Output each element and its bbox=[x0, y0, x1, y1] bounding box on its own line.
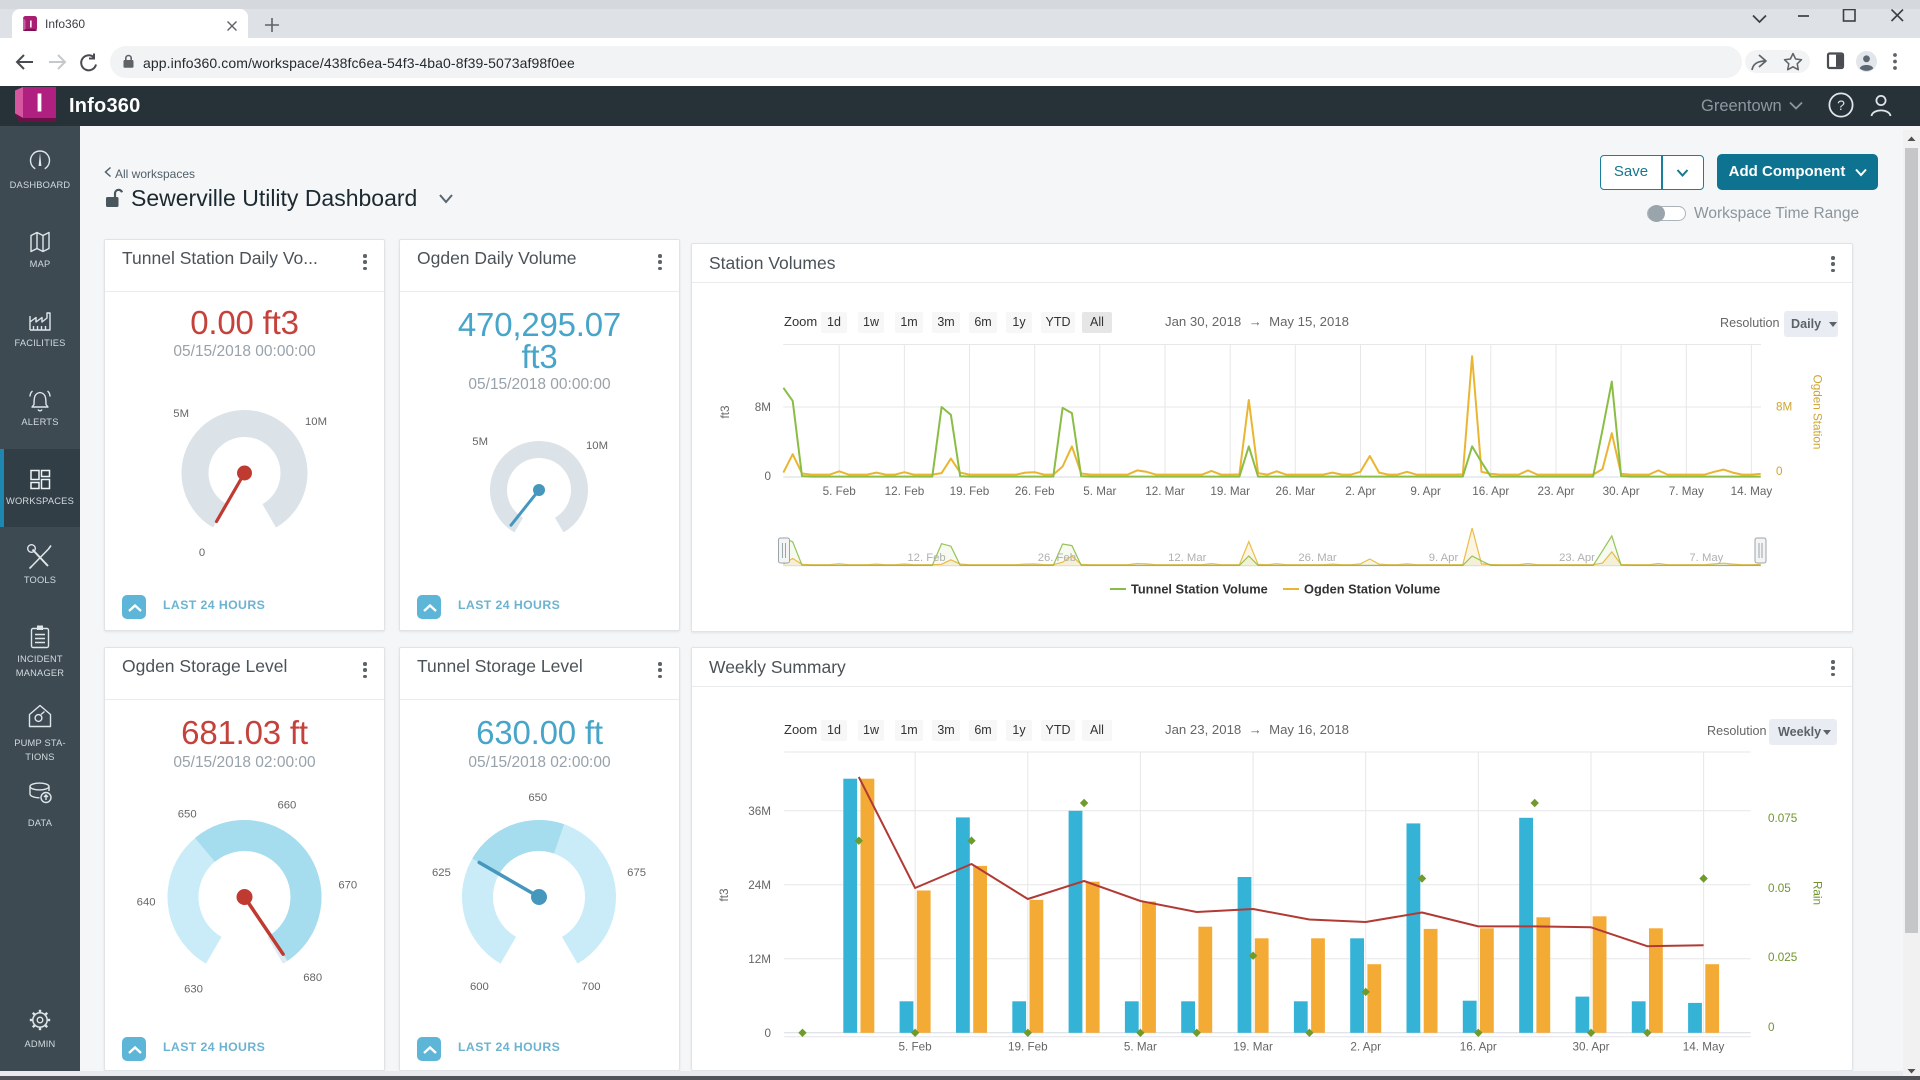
svg-text:5. Feb: 5. Feb bbox=[899, 1041, 933, 1054]
svg-text:9. Apr: 9. Apr bbox=[1429, 552, 1459, 564]
svg-text:9. Apr: 9. Apr bbox=[1410, 485, 1441, 498]
svg-text:24M: 24M bbox=[748, 879, 771, 892]
svg-text:12. Mar: 12. Mar bbox=[1168, 552, 1207, 564]
svg-text:0: 0 bbox=[1776, 465, 1783, 478]
svg-text:30. Apr: 30. Apr bbox=[1603, 485, 1640, 498]
svg-text:7. May: 7. May bbox=[1669, 485, 1704, 498]
svg-text:16. Apr: 16. Apr bbox=[1472, 485, 1509, 498]
svg-text:2. Apr: 2. Apr bbox=[1350, 1041, 1381, 1054]
svg-text:0.025: 0.025 bbox=[1768, 951, 1798, 964]
svg-text:19. Mar: 19. Mar bbox=[1210, 485, 1250, 498]
svg-text:ft3: ft3 bbox=[719, 406, 732, 419]
svg-text:23. Apr: 23. Apr bbox=[1537, 485, 1574, 498]
svg-text:?: ? bbox=[1837, 97, 1845, 113]
svg-text:0: 0 bbox=[764, 470, 771, 483]
svg-text:16. Apr: 16. Apr bbox=[1460, 1041, 1497, 1054]
svg-text:7. May: 7. May bbox=[1689, 552, 1723, 564]
svg-text:19. Feb: 19. Feb bbox=[1008, 1041, 1048, 1054]
svg-text:8M: 8M bbox=[1776, 401, 1792, 414]
svg-text:19. Mar: 19. Mar bbox=[1233, 1041, 1273, 1054]
svg-text:12. Feb: 12. Feb bbox=[907, 552, 945, 564]
svg-text:5. Mar: 5. Mar bbox=[1083, 485, 1116, 498]
svg-text:14. May: 14. May bbox=[1683, 1041, 1725, 1054]
svg-text:26. Mar: 26. Mar bbox=[1298, 552, 1337, 564]
svg-text:30. Apr: 30. Apr bbox=[1572, 1041, 1609, 1054]
svg-text:Tunnel Station Volume: Tunnel Station Volume bbox=[1131, 582, 1268, 597]
svg-text:12M: 12M bbox=[748, 953, 771, 966]
svg-text:12. Feb: 12. Feb bbox=[885, 485, 925, 498]
svg-text:I: I bbox=[29, 19, 32, 31]
svg-text:23. Apr: 23. Apr bbox=[1559, 552, 1595, 564]
svg-text:Rain: Rain bbox=[1811, 881, 1824, 905]
svg-text:Ogden Station Volume: Ogden Station Volume bbox=[1304, 582, 1440, 597]
svg-text:12. Mar: 12. Mar bbox=[1145, 485, 1185, 498]
svg-text:ft3: ft3 bbox=[718, 889, 731, 902]
svg-text:Ogden Station: Ogden Station bbox=[1811, 375, 1824, 450]
svg-text:19. Feb: 19. Feb bbox=[950, 485, 990, 498]
svg-text:26. Feb: 26. Feb bbox=[1038, 552, 1076, 564]
svg-text:0: 0 bbox=[764, 1027, 771, 1040]
svg-text:2. Apr: 2. Apr bbox=[1345, 485, 1376, 498]
svg-text:26. Feb: 26. Feb bbox=[1015, 485, 1055, 498]
svg-text:0.05: 0.05 bbox=[1768, 882, 1791, 895]
svg-text:8M: 8M bbox=[755, 401, 771, 414]
svg-text:0.075: 0.075 bbox=[1768, 812, 1798, 825]
svg-text:36M: 36M bbox=[748, 805, 771, 818]
svg-text:5. Feb: 5. Feb bbox=[823, 485, 857, 498]
svg-text:26. Mar: 26. Mar bbox=[1275, 485, 1315, 498]
svg-text:I: I bbox=[36, 88, 43, 118]
svg-text:0: 0 bbox=[1768, 1021, 1775, 1034]
svg-text:5. Mar: 5. Mar bbox=[1124, 1041, 1157, 1054]
svg-text:14. May: 14. May bbox=[1731, 485, 1773, 498]
